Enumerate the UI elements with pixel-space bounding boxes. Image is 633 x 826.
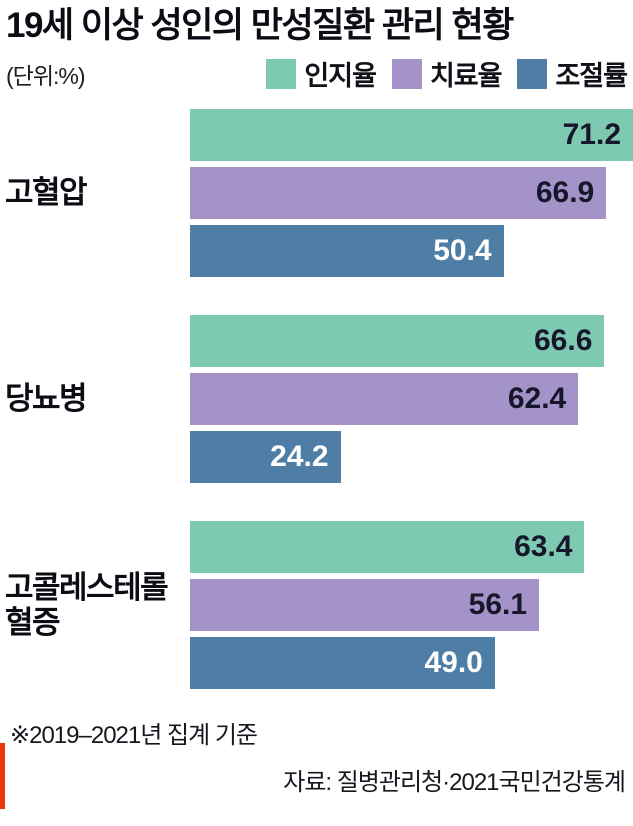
bar-track: 66.6 62.4 24.2 [190,315,633,484]
legend-label: 치료율 [429,61,503,92]
bar: 49.0 [190,637,495,690]
bar: 66.6 [190,315,605,368]
bar: 56.1 [190,579,540,632]
footnotes: ※2019–2021년 집계 기준 자료: 질병관리청·2021국민건강통계 [0,715,633,797]
category-label: 고콜레스테롤혈증 [5,569,169,641]
bar: 71.2 [190,109,633,162]
legend-item: 인지율 [266,54,377,93]
bar: 63.4 [190,521,585,574]
infographic: 19세 이상 성인의 만성질환 관리 현황 (단위:%) 인지율 치료율 조절률 고… [0,6,633,826]
bar-value: 66.6 [533,324,593,358]
legend-label: 인지율 [304,61,377,92]
category-group: 당뇨병 66.6 62.4 24.2 [0,315,633,484]
legend-swatch [517,58,548,89]
bar-chart: 고혈압 71.2 66.9 50.4 당뇨병 66.6 62.4 24.2 고콜레스테롤혈증 63… [0,109,633,690]
legend-label: 조절률 [555,61,628,92]
bar-track: 63.4 56.1 49.0 [190,521,633,690]
bar-value: 66.9 [535,176,595,210]
bar-value: 63.4 [514,530,573,564]
unit-label: (단위:%) [6,62,85,89]
category-label: 고혈압 [5,175,88,211]
bar-value: 49.0 [424,646,483,680]
category-label: 당뇨병 [5,381,88,417]
bar-value: 24.2 [270,440,329,474]
chart-title: 19세 이상 성인의 만성질환 관리 현황 [6,6,514,45]
legend-swatch [391,58,422,89]
bar: 62.4 [190,373,579,426]
category-group: 고혈압 71.2 66.9 50.4 [0,109,633,278]
meta-row: (단위:%) 인지율 치료율 조절률 [0,54,633,93]
bar: 66.9 [190,167,607,220]
left-accent-bar [0,743,5,809]
footnote-source: 자료: 질병관리청·2021국민건강통계 [283,769,626,797]
bar-value: 50.4 [433,234,492,268]
category-group: 고콜레스테롤혈증 63.4 56.1 49.0 [0,521,633,690]
bar-value: 56.1 [468,588,528,622]
legend-item: 조절률 [517,54,628,93]
legend-swatch [266,58,297,89]
legend: 인지율 치료율 조절률 [266,54,628,93]
footnote-basis: ※2019–2021년 집계 기준 [10,722,258,750]
bar-value: 71.2 [562,118,621,152]
legend-item: 치료율 [391,54,503,93]
bar: 24.2 [190,431,341,484]
bar-track: 71.2 66.9 50.4 [190,109,633,278]
bar: 50.4 [190,225,504,278]
bar-value: 62.4 [507,382,567,416]
